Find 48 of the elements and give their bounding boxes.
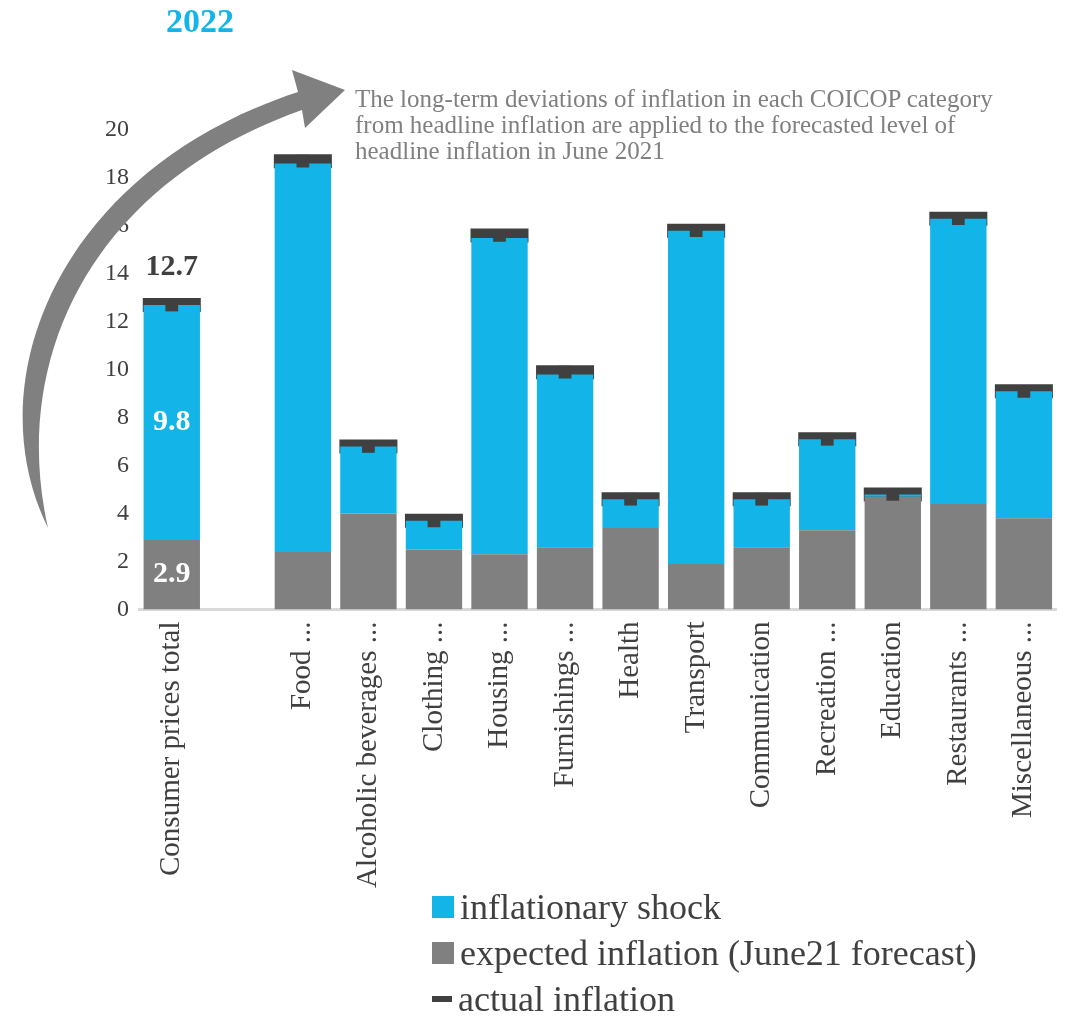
- y-tick-label: 2: [117, 546, 129, 573]
- y-tick-label: 20: [105, 115, 129, 142]
- bar: [930, 503, 987, 610]
- bar: [536, 547, 594, 610]
- y-tick-label: 12: [105, 307, 129, 334]
- data-label: 2.9: [153, 555, 191, 589]
- x-tick-label: Restaurants ...: [939, 621, 972, 786]
- y-tick-label: 18: [105, 163, 129, 190]
- y-tick-label: 8: [117, 402, 129, 429]
- x-tick-label: Recreation ...: [808, 621, 841, 777]
- x-tick-label: Consumer prices total: [153, 621, 186, 876]
- point: [296, 154, 310, 168]
- bar: [667, 563, 725, 610]
- x-tick-label: Alcoholic beverages ...: [350, 621, 383, 889]
- x-tick-label: Education: [874, 620, 907, 740]
- x-tick-label: Transport: [677, 621, 710, 734]
- bar: [471, 554, 528, 610]
- chart-title: 2022: [166, 2, 234, 40]
- y-tick-label: 6: [117, 450, 129, 477]
- legend-label: expected inflation (June21 forecast): [460, 932, 977, 974]
- point: [755, 492, 769, 506]
- x-tick-label: Housing ...: [481, 621, 514, 749]
- y-tick-label: 0: [117, 594, 129, 621]
- bar: [733, 547, 790, 610]
- x-tick-label: Communication: [743, 620, 776, 809]
- data-label: 12.7: [145, 247, 199, 281]
- y-tick-label: 14: [105, 259, 129, 286]
- bar: [995, 518, 1053, 610]
- bar: [602, 527, 659, 610]
- legend-label: actual inflation: [458, 978, 675, 1017]
- x-tick-label: Food ...: [284, 621, 317, 711]
- bar: [340, 513, 397, 610]
- bar: [864, 496, 921, 610]
- annotation: The long-term deviations of inflation in each COICOP category from headline inflation are applied to the forecasted level of headline inflation in June 2021: [355, 85, 994, 164]
- bar: [274, 551, 332, 610]
- x-tick-label: Health: [612, 620, 645, 699]
- point: [624, 492, 637, 506]
- point: [820, 432, 834, 446]
- x-tick-label: Miscellaneous ...: [1005, 621, 1038, 818]
- bar: [405, 549, 463, 610]
- y-tick-label: 4: [117, 498, 129, 525]
- x-tick-label: Furnishings ...: [546, 621, 579, 788]
- bar: [143, 539, 200, 610]
- y-tick-label: 10: [105, 355, 129, 382]
- data-label: 9.8: [153, 403, 191, 437]
- bar: [799, 530, 856, 610]
- x-tick-label: Clothing ...: [415, 621, 448, 752]
- legend-label: inflationary shock: [460, 886, 721, 928]
